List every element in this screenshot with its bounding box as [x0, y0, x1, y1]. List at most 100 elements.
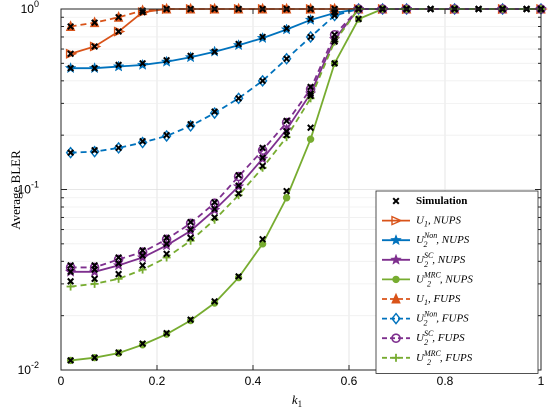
simulation-point-7-9-b [283, 187, 291, 195]
simulation-point-3-3 [139, 137, 147, 145]
simulation-point-3-2-b [115, 144, 123, 152]
simulation-point-7-12 [355, 15, 363, 23]
series-0-point-1 [89, 41, 102, 52]
simulation-point-1-0-b [67, 22, 75, 30]
simulation-point-7-3-b [139, 340, 147, 348]
y-axis-label: Average BLER [8, 150, 23, 230]
simulation-point-4-0 [67, 261, 75, 269]
simulation-point-3-8-b [259, 77, 267, 85]
simulation-point-3-1-b [91, 146, 99, 154]
simulation-point-5-1-b [91, 266, 99, 274]
simulation-point-4-4 [163, 234, 171, 242]
simulation-point-6-5-b [187, 234, 195, 242]
series-7-point-0 [66, 282, 75, 291]
simulation-point-6-11 [331, 38, 339, 46]
simulation-point-1-2-b [115, 13, 123, 21]
y-tick-label-0: 10-2 [18, 360, 39, 377]
simulation-point-4-0-b [67, 261, 75, 269]
simulation-point-6-6-b [211, 213, 219, 221]
series-7-point-3 [138, 265, 147, 274]
simulation-point-3-0-b [67, 149, 75, 157]
simulation-point-2-7-b [235, 40, 243, 48]
simulation-point-2-7 [235, 40, 243, 48]
x-tick-label-1: 0.2 [149, 374, 166, 388]
series-line-6 [70, 8, 541, 269]
simulation-point-7-2-b [115, 349, 123, 357]
simulation-point-1-1-b [91, 19, 99, 27]
simulation-point-5-7 [235, 182, 243, 190]
simulation-point-3-1 [91, 146, 99, 154]
simulation-point-2-0-b [67, 64, 75, 72]
simulation-point-6-8 [259, 162, 267, 170]
simulation-point-5-3-b [139, 252, 147, 260]
simulation-point-3-7 [235, 94, 243, 102]
legend-marker-4 [391, 292, 401, 304]
simulation-point-6-9 [283, 131, 291, 139]
simulation-point-3-2 [115, 144, 123, 152]
simulation-point-3-5-b [187, 120, 195, 128]
simulation-point-7-1-b [91, 354, 99, 362]
series-0-point-0 [65, 48, 78, 59]
simulation-point-3-0 [67, 149, 75, 157]
simulation-point-4-7-b [235, 171, 243, 179]
series-3-point-10 [306, 135, 315, 143]
simulation-point-6-11-b [331, 38, 339, 46]
simulation-point-3-4 [163, 131, 171, 139]
x-axis-label-sub: 1 [298, 399, 303, 409]
simulation-point-6-8-b [259, 162, 267, 170]
simulation-point-5-5-b [187, 226, 195, 234]
simulation-point-3-9 [283, 55, 291, 63]
simulation-point-7-3 [139, 340, 147, 348]
simulation-point-7-0-b [67, 356, 75, 364]
simulation-point-6-0 [67, 277, 75, 285]
simulation-point-7-9 [283, 187, 291, 195]
legend-marker-5 [391, 312, 401, 325]
simulation-point-2-5 [187, 52, 195, 60]
legend-simulation-marker-b [392, 197, 400, 205]
simulation-point-6-4 [163, 250, 171, 258]
simulation-point-6-3 [139, 261, 147, 269]
simulation-point-7-5-b [187, 316, 195, 324]
simulation-point-6-10 [307, 92, 315, 100]
simulation-point-6-7-b [235, 190, 243, 198]
x-tick-label-2: 0.4 [245, 374, 262, 388]
simulation-point-3-11-b [331, 12, 339, 20]
series-6-point-1 [89, 262, 100, 273]
simulation-point-5-3 [139, 252, 147, 260]
simulation-point-5-6 [211, 205, 219, 213]
simulation-point-5-4 [163, 240, 171, 248]
simulation-point-0-3 [139, 8, 147, 16]
simulation-point-6-3-b [139, 261, 147, 269]
simulation-point-4-9 [283, 117, 291, 125]
simulation-point-4-5 [187, 218, 195, 226]
simulation-point-4-3 [139, 246, 147, 254]
simulation-point-1-1 [91, 19, 99, 27]
simulation-point-5-8-b [259, 154, 267, 162]
simulation-point-5-8 [259, 154, 267, 162]
simulation-point-6-2-b [115, 270, 123, 278]
simulation-point-2-3 [139, 59, 147, 67]
series-5-point-4 [161, 129, 172, 143]
simulation-point-2-10 [307, 15, 315, 23]
simulation-point-6-10-b [307, 92, 315, 100]
simulation-point-6-6 [211, 213, 219, 221]
simulation-point-7-6-b [211, 297, 219, 305]
series-5-point-6 [209, 106, 220, 120]
series-5-point-1 [89, 145, 100, 158]
simulation-point-2-1-b [91, 64, 99, 72]
simulation-point-2-0 [67, 64, 75, 72]
simulation-point-3-3-b [139, 137, 147, 145]
simulation-point-7-6 [211, 297, 219, 305]
simulation-point-4-8 [259, 144, 267, 152]
legend-marker-3 [392, 275, 400, 284]
simulation-point-6-9-b [283, 131, 291, 139]
simulation-point-6-7 [235, 190, 243, 198]
simulation-point-4-4-b [163, 234, 171, 242]
simulation-point-2-6 [211, 48, 219, 56]
series-3-point-6 [210, 299, 219, 307]
axis-ticks: 0 0.2 0.4 0.6 0.8 1 10-2 10-1 100 [18, 0, 545, 388]
simulation-point-2-4-b [163, 56, 171, 64]
x-tick-label-0: 0 [58, 374, 65, 388]
